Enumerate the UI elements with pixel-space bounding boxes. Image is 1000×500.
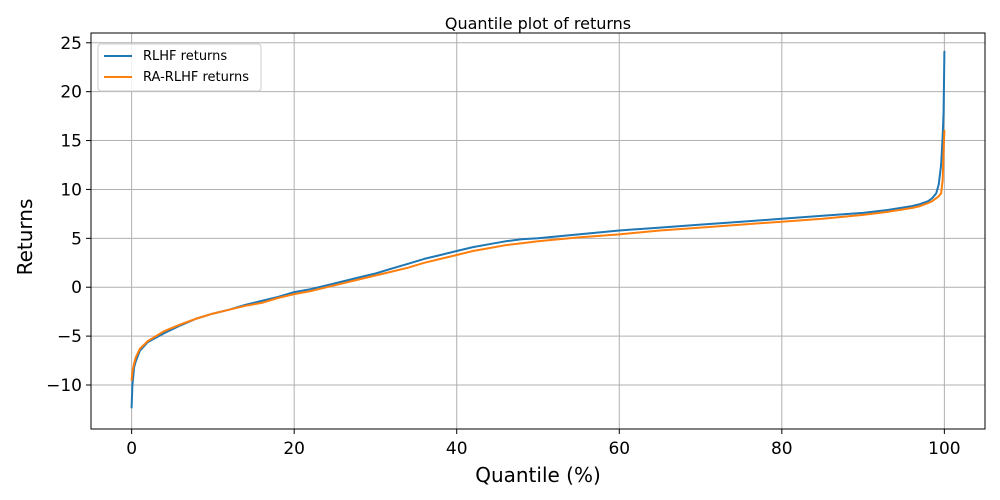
x-tick-label: 80 xyxy=(771,439,793,459)
y-tick-label: 20 xyxy=(60,83,82,103)
legend: RLHF returns RA-RLHF returns xyxy=(97,43,262,92)
y-tick-label: 5 xyxy=(71,229,82,249)
legend-label-rlhf: RLHF returns xyxy=(143,49,227,64)
series-line-1 xyxy=(130,129,946,382)
y-tick-label: −5 xyxy=(57,327,82,347)
x-tick-label: 40 xyxy=(446,439,468,459)
series-line-0 xyxy=(130,50,946,409)
y-tick-label: 25 xyxy=(60,34,82,54)
x-tick-label: 0 xyxy=(126,439,137,459)
x-tick-label: 100 xyxy=(928,439,960,459)
y-tick-label: −10 xyxy=(46,376,82,396)
legend-box xyxy=(97,43,262,92)
x-axis-label: Quantile (%) xyxy=(475,463,601,487)
series-layer xyxy=(130,50,946,409)
grid-layer xyxy=(91,33,985,429)
y-tick-label: 10 xyxy=(60,180,82,200)
plot-frame xyxy=(90,32,986,430)
chart-title: Quantile plot of returns xyxy=(445,14,631,33)
y-tick-label: 0 xyxy=(71,278,82,298)
y-axis-label: Returns xyxy=(13,199,37,276)
tick-layer: 0 20 40 60 80 100 −10 −5 0 5 10 15 20 25 xyxy=(46,34,960,459)
x-tick-label: 60 xyxy=(608,439,630,459)
y-tick-label: 15 xyxy=(60,132,82,152)
legend-label-ra-rlhf: RA-RLHF returns xyxy=(143,70,249,85)
x-tick-label: 20 xyxy=(283,439,305,459)
